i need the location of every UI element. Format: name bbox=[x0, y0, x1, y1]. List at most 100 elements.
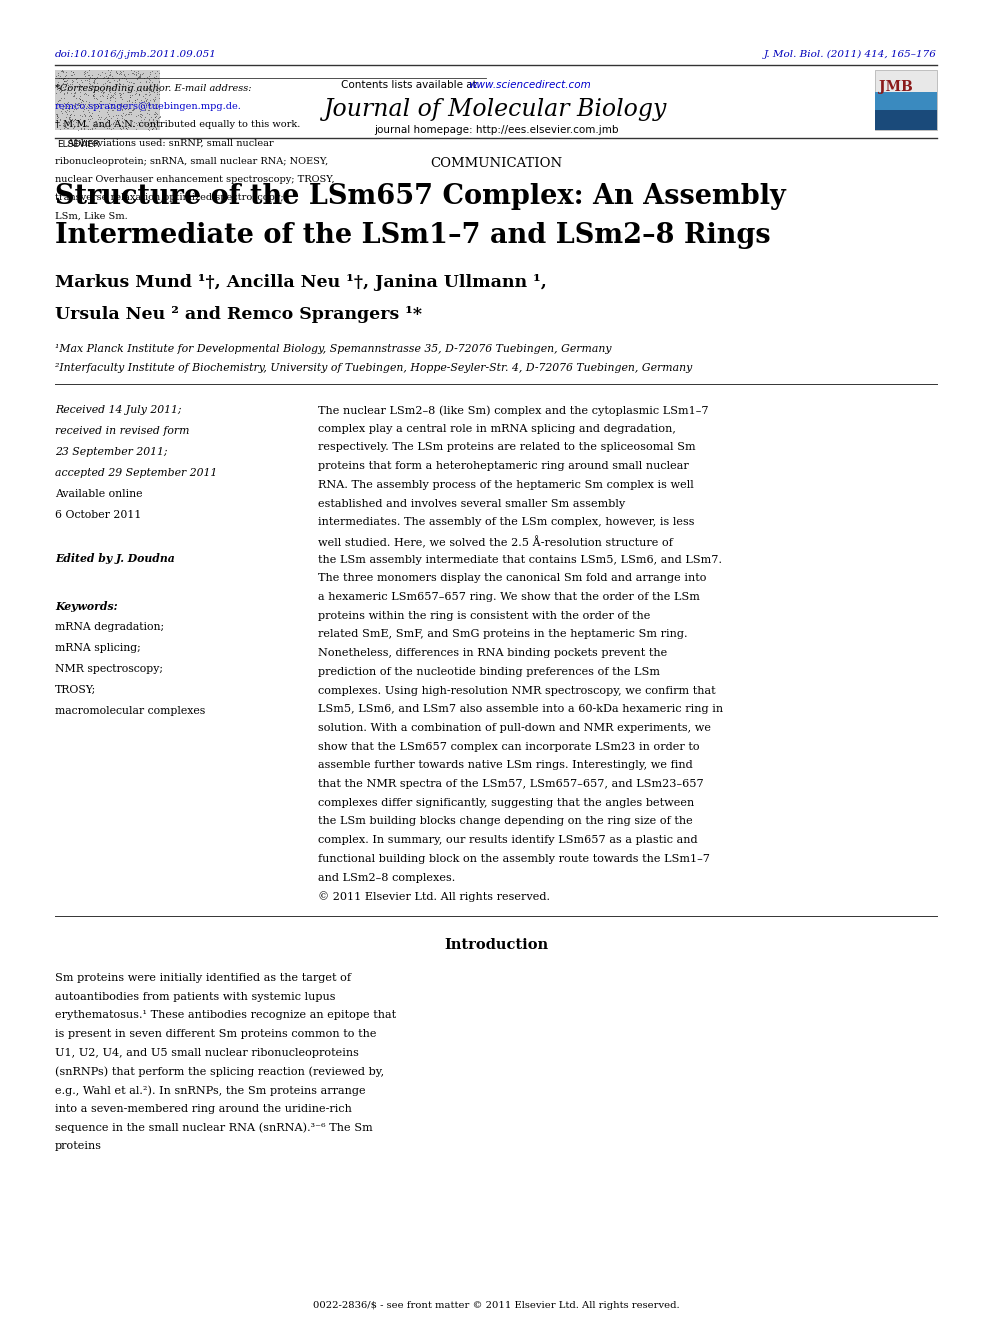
Point bbox=[100, 110, 116, 131]
Point bbox=[119, 90, 135, 111]
Point bbox=[57, 115, 72, 136]
Point bbox=[121, 75, 137, 97]
Text: Markus Mund ¹†, Ancilla Neu ¹†, Janina Ullmann ¹,: Markus Mund ¹†, Ancilla Neu ¹†, Janina U… bbox=[55, 274, 547, 291]
Point bbox=[107, 90, 123, 111]
Text: the LSm assembly intermediate that contains LSm5, LSm6, and LSm7.: the LSm assembly intermediate that conta… bbox=[318, 554, 722, 565]
Point bbox=[111, 110, 127, 131]
Point bbox=[136, 97, 152, 118]
Point bbox=[100, 60, 116, 81]
Point bbox=[115, 118, 131, 139]
Point bbox=[126, 60, 142, 81]
Point bbox=[131, 91, 147, 112]
Point bbox=[99, 87, 115, 108]
Text: autoantibodies from patients with systemic lupus: autoantibodies from patients with system… bbox=[55, 992, 335, 1002]
Point bbox=[105, 118, 121, 139]
Point bbox=[132, 64, 148, 85]
Point bbox=[77, 94, 93, 115]
Point bbox=[77, 70, 93, 91]
Point bbox=[49, 106, 64, 127]
Point bbox=[86, 118, 102, 139]
Point bbox=[144, 71, 160, 93]
Point bbox=[132, 106, 148, 127]
Point bbox=[67, 81, 83, 102]
Point bbox=[150, 79, 166, 101]
Point bbox=[54, 79, 69, 101]
Point bbox=[122, 86, 138, 107]
Point bbox=[99, 86, 115, 107]
Point bbox=[138, 95, 154, 116]
Point bbox=[66, 95, 82, 116]
Point bbox=[111, 114, 127, 135]
Point bbox=[113, 94, 129, 115]
Text: proteins within the ring is consistent with the order of the: proteins within the ring is consistent w… bbox=[318, 611, 651, 620]
Point bbox=[106, 69, 122, 90]
Point bbox=[66, 98, 82, 119]
Text: the LSm building blocks change depending on the ring size of the: the LSm building blocks change depending… bbox=[318, 816, 692, 827]
Point bbox=[56, 118, 71, 139]
Point bbox=[77, 115, 93, 136]
Text: RNA. The assembly process of the heptameric Sm complex is well: RNA. The assembly process of the heptame… bbox=[318, 480, 693, 490]
Point bbox=[52, 110, 67, 131]
Point bbox=[148, 102, 164, 123]
Point bbox=[147, 67, 163, 89]
Point bbox=[118, 97, 134, 118]
Point bbox=[141, 77, 157, 98]
Point bbox=[52, 115, 67, 136]
Text: † M.M. and A.N. contributed equally to this work.: † M.M. and A.N. contributed equally to t… bbox=[55, 120, 301, 130]
Point bbox=[142, 64, 158, 85]
Point bbox=[128, 118, 144, 139]
Point bbox=[128, 64, 144, 85]
Point bbox=[79, 118, 95, 139]
Point bbox=[72, 108, 88, 130]
Text: J. Mol. Biol. (2011) 414, 165–176: J. Mol. Biol. (2011) 414, 165–176 bbox=[764, 50, 937, 60]
Point bbox=[85, 71, 101, 93]
Point bbox=[122, 85, 138, 106]
Text: ribonucleoprotein; snRNA, small nuclear RNA; NOESY,: ribonucleoprotein; snRNA, small nuclear … bbox=[55, 157, 328, 165]
Point bbox=[88, 73, 104, 94]
Point bbox=[86, 69, 102, 90]
Point bbox=[100, 67, 116, 89]
Point bbox=[62, 95, 77, 116]
Point bbox=[53, 108, 68, 130]
Point bbox=[58, 101, 73, 122]
Point bbox=[58, 106, 73, 127]
Point bbox=[67, 87, 83, 108]
Point bbox=[141, 119, 157, 140]
Point bbox=[115, 112, 131, 134]
Text: assemble further towards native LSm rings. Interestingly, we find: assemble further towards native LSm ring… bbox=[318, 761, 692, 770]
Point bbox=[138, 78, 154, 99]
Point bbox=[50, 106, 65, 127]
Text: solution. With a combination of pull-down and NMR experiments, we: solution. With a combination of pull-dow… bbox=[318, 722, 711, 733]
Point bbox=[49, 82, 64, 103]
Point bbox=[137, 87, 153, 108]
Point bbox=[109, 99, 125, 120]
Point bbox=[107, 110, 123, 131]
Point bbox=[120, 114, 136, 135]
Point bbox=[113, 105, 129, 126]
Point bbox=[126, 73, 142, 94]
Point bbox=[95, 67, 111, 89]
Point bbox=[105, 97, 121, 118]
Point bbox=[113, 64, 129, 85]
Point bbox=[138, 71, 154, 93]
Text: Structure of the LSm657 Complex: An Assembly: Structure of the LSm657 Complex: An Asse… bbox=[55, 183, 786, 210]
Point bbox=[55, 69, 70, 90]
Point bbox=[56, 70, 71, 91]
Point bbox=[56, 112, 71, 134]
Point bbox=[110, 111, 126, 132]
Point bbox=[64, 70, 80, 91]
Point bbox=[127, 83, 143, 105]
Point bbox=[113, 99, 129, 120]
Text: accepted 29 September 2011: accepted 29 September 2011 bbox=[55, 468, 217, 478]
Point bbox=[95, 82, 111, 103]
Point bbox=[141, 108, 157, 130]
Point bbox=[85, 75, 101, 97]
Point bbox=[84, 77, 100, 98]
Point bbox=[130, 69, 146, 90]
Point bbox=[73, 90, 89, 111]
Point bbox=[140, 95, 156, 116]
Point bbox=[97, 77, 113, 98]
Point bbox=[144, 118, 160, 139]
Point bbox=[118, 69, 134, 90]
Point bbox=[76, 99, 92, 120]
